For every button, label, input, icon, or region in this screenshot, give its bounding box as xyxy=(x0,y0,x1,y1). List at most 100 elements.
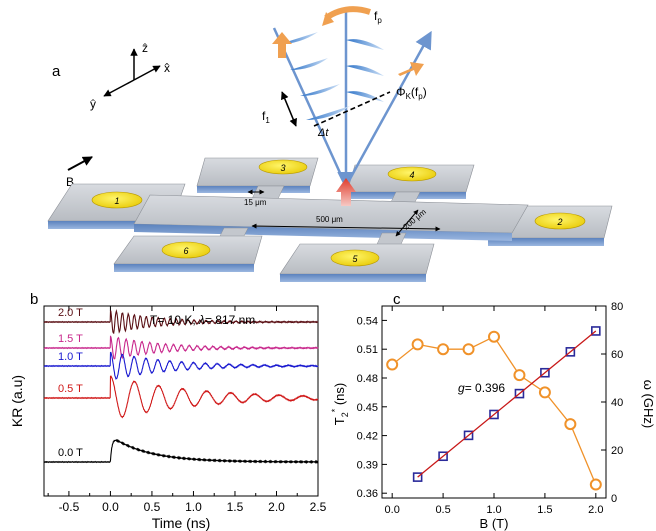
t2-star-point xyxy=(488,330,500,343)
y-tick-label: 0.36 xyxy=(357,488,378,500)
trace-label: 1.0 T xyxy=(58,351,83,363)
t2-star-point xyxy=(589,478,602,491)
trace-labels: 2.0 T 1.5 T 1.0 T 0.5 T 0.0 T xyxy=(58,307,83,459)
trace-label: 0.0 T xyxy=(58,447,83,459)
pump-polarization-icon xyxy=(272,32,292,58)
dim-15-label: 15 μm xyxy=(244,198,267,207)
contact-label: 6 xyxy=(183,246,188,256)
contact-label: 5 xyxy=(352,254,358,264)
y-tick-label: 0.45 xyxy=(357,402,378,414)
t2-star-point xyxy=(564,418,577,431)
left-axis-title: T2* (ns) xyxy=(330,383,350,425)
x-tick-label: 0.5 xyxy=(144,500,161,514)
trace-label: 2.0 T xyxy=(58,307,83,319)
probe-polarization-icon xyxy=(398,62,424,76)
x-tick-label: 0.5 xyxy=(435,504,450,516)
contact-label: 2 xyxy=(556,217,562,227)
kerr-trace xyxy=(43,438,319,465)
y2-tick-label: 60 xyxy=(611,349,623,361)
panel-a-device-schematic: a ẑ x̂ ŷ B xyxy=(47,6,613,282)
t2-star-point xyxy=(386,358,399,371)
fp-rotation-arrow xyxy=(324,6,371,21)
spin-arrow-icon xyxy=(336,178,356,206)
y-axis-arrow xyxy=(103,79,135,97)
larmor-frequency-point xyxy=(540,367,550,378)
t2-star-point xyxy=(513,369,526,382)
y-tick-label: 0.42 xyxy=(357,431,378,443)
kerr-trace xyxy=(43,308,319,335)
y-tick-label: 0.39 xyxy=(357,459,378,471)
fp-label: fp xyxy=(374,9,382,25)
f1-arrow xyxy=(281,91,297,127)
kerr-traces xyxy=(43,308,319,465)
panel-b-label: b xyxy=(30,291,38,308)
panel-c-dephasing-plot: c 0.0 0.5 1.0 1.5 2.0 0.36 0.39 0.42 0.45 0.48 0.5… xyxy=(330,291,656,531)
contact-pad xyxy=(330,249,380,267)
x-tick-label: 2.5 xyxy=(310,500,327,514)
dim-200-arrow xyxy=(395,209,419,237)
contact-pad xyxy=(258,159,308,175)
x-axis-arrow xyxy=(133,65,161,81)
larmor-frequency-point xyxy=(438,451,448,462)
hall-bar-device xyxy=(47,157,613,282)
t2-star-point xyxy=(411,338,424,351)
probe-wave-packets xyxy=(346,39,384,102)
dim-500-label: 500 μm xyxy=(316,215,343,224)
g-factor-annotation: g= 0.396 xyxy=(458,381,505,395)
x-tick-label: 1.5 xyxy=(537,504,552,516)
field-arrow xyxy=(67,156,93,171)
y-axis-title: KR (a.u) xyxy=(9,375,25,427)
x-tick-label: -0.5 xyxy=(59,500,80,514)
t2-star-point xyxy=(437,343,450,356)
contact-label: 3 xyxy=(280,163,285,173)
x-tick-label: 0.0 xyxy=(385,504,400,516)
x-tick-label: 1.5 xyxy=(227,500,244,514)
y2-tick-label: 80 xyxy=(611,301,623,313)
x-tick-label: 1.0 xyxy=(185,500,202,514)
delay-line xyxy=(313,91,391,127)
kerr-rotation-label: ΦK(fp) xyxy=(396,85,427,101)
axis-ticks: 0.0 0.5 1.0 1.5 2.0 0.36 0.39 0.42 0.45 0.48 0.51 0… xyxy=(357,301,624,516)
x-axis-label: x̂ xyxy=(164,61,170,75)
y-tick-label: 0.54 xyxy=(357,315,378,327)
x-ticks: -0.5 0.0 0.5 1.0 1.5 2.0 2.5 xyxy=(47,306,327,514)
kerr-trace xyxy=(43,335,319,360)
x-tick-label: 2.0 xyxy=(268,500,285,514)
delay-label: Δt xyxy=(317,127,329,139)
larmor-frequency-point xyxy=(565,347,576,357)
x-tick-label: 1.0 xyxy=(486,504,501,516)
right-axis-title: ω (GHz) xyxy=(641,380,656,428)
x-axis-title: B (T) xyxy=(480,516,509,531)
kerr-trace xyxy=(43,375,319,419)
trace-label: 0.5 T xyxy=(58,383,83,395)
data-series xyxy=(386,326,602,491)
reflected-beam xyxy=(344,30,432,187)
y2-tick-label: 40 xyxy=(611,397,623,409)
y2-tick-label: 20 xyxy=(611,445,623,457)
field-label: B xyxy=(66,175,74,189)
contact-label: 4 xyxy=(409,170,414,180)
f1-label: f1 xyxy=(262,109,270,125)
contact-pad xyxy=(161,241,211,259)
trace-label: 1.5 T xyxy=(58,333,83,345)
plot-frame xyxy=(43,305,319,497)
panel-b-kerr-traces: b -0.5 0.0 0.5 1.0 1.5 2.0 2.5 2.0 T 1.5 T 1.0 T… xyxy=(9,291,327,531)
larmor-frequency-point xyxy=(463,430,474,441)
y-tick-label: 0.48 xyxy=(357,373,378,385)
kerr-trace xyxy=(43,351,319,380)
contact-pad xyxy=(534,212,586,230)
larmor-frequency-point xyxy=(514,388,525,399)
coordinate-axes: ẑ x̂ ŷ xyxy=(90,41,170,111)
measurement-annotation: T= 10 K, λ= 817 nm xyxy=(150,313,255,327)
panel-c-label: c xyxy=(393,291,401,308)
x-tick-label: 0.0 xyxy=(102,500,119,514)
contact-pad xyxy=(387,166,437,182)
linear-fit-line xyxy=(417,330,597,478)
contacts: 1 2 3 4 5 6 xyxy=(91,159,586,267)
y2-tick-label: 0 xyxy=(611,493,617,505)
t2-star-point xyxy=(538,386,551,399)
contact-label: 1 xyxy=(114,196,119,206)
larmor-frequency-point xyxy=(489,409,499,420)
larmor-frequency-point xyxy=(591,326,601,336)
